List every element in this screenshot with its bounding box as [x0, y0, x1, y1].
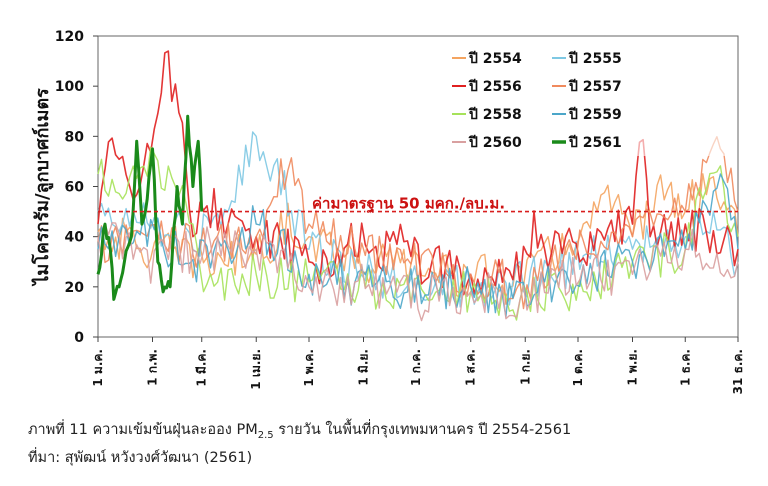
series-layer	[96, 50, 739, 322]
x-tick-label: 31 ธ.ค.	[731, 349, 745, 394]
y-tick-label: 100	[55, 79, 84, 95]
legend-label: ปี 2554	[468, 51, 522, 67]
legend-label: ปี 2555	[568, 51, 622, 67]
legend-label: ปี 2559	[568, 107, 622, 123]
x-tick-label: 1 ก.พ.	[146, 349, 160, 386]
x-tick-label: 1 มิ.ย.	[356, 349, 370, 386]
legend-background	[440, 44, 730, 156]
x-tick-label: 1 ก.ค.	[409, 349, 423, 386]
y-tick-label: 20	[65, 280, 85, 296]
y-tick-label: 0	[74, 330, 84, 346]
series-line-2560	[97, 222, 739, 322]
figure-caption: ภาพที่ 11 ความเข้มข้นฝุ่นละออง PM2.5 ราย…	[28, 418, 571, 441]
y-tick-label: 120	[55, 29, 84, 45]
legend-label: ปี 2556	[468, 79, 522, 95]
y-axis-title: ไมโครกรัม/ลูกบาศก์เมตร	[31, 88, 54, 287]
series-line-2556	[97, 50, 739, 296]
x-tick-label: 1 ก.ย.	[518, 349, 532, 385]
caption-subscript: 2.5	[257, 429, 274, 441]
x-tick-label: 1 มี.ค.	[195, 349, 209, 387]
series-line-2557	[97, 136, 739, 310]
x-tick-label: 1 ต.ค.	[571, 349, 585, 386]
y-tick-label: 80	[65, 129, 85, 145]
legend-label: ปี 2561	[568, 135, 622, 151]
caption-prefix: ภาพที่ 11 ความเข้มข้นฝุ่นละออง PM	[28, 422, 258, 438]
legend-label: ปี 2558	[468, 107, 522, 123]
legend-label: ปี 2557	[568, 79, 622, 95]
pm25-line-chart: 0 20 40 60 80 100 120 ไมโครกรัม/ลูกบาศก์เมตร 1 ม…	[31, 29, 745, 394]
series-line-2561	[96, 114, 204, 301]
x-tick-label: 1 ม.ค.	[91, 349, 105, 387]
x-tick-label: 1 พ.ย.	[626, 349, 640, 386]
x-tick-label: 1 ธ.ค.	[678, 349, 692, 386]
legend: ปี 2554 ปี 2555 ปี 2556 ปี 2557 ปี 2558 ปี 25…	[440, 44, 730, 156]
legend-label: ปี 2560	[468, 135, 522, 151]
y-tick-label: 60	[65, 180, 85, 196]
chart-axes: 0 20 40 60 80 100 120 ไมโครกรัม/ลูกบาศก์เมตร 1 ม…	[31, 29, 745, 394]
caption-suffix: รายวัน ในพื้นที่กรุงเทพมหานคร ปี 2554-25…	[273, 422, 572, 438]
y-tick-label: 40	[65, 230, 85, 246]
reference-line-label: ค่ามาตรฐาน 50 มคก./ลบ.ม.	[312, 195, 505, 214]
figure-source: ที่มา: สุพัฒน์ หวังวงศ์วัฒนา (2561)	[28, 450, 253, 466]
x-tick-label: 1 เม.ย.	[249, 349, 263, 390]
reference-line-layer: ค่ามาตรฐาน 50 มคก./ลบ.ม.	[98, 193, 738, 215]
x-tick-label: 1 ส.ค.	[464, 349, 478, 386]
x-tick-label: 1 พ.ค.	[302, 349, 316, 387]
